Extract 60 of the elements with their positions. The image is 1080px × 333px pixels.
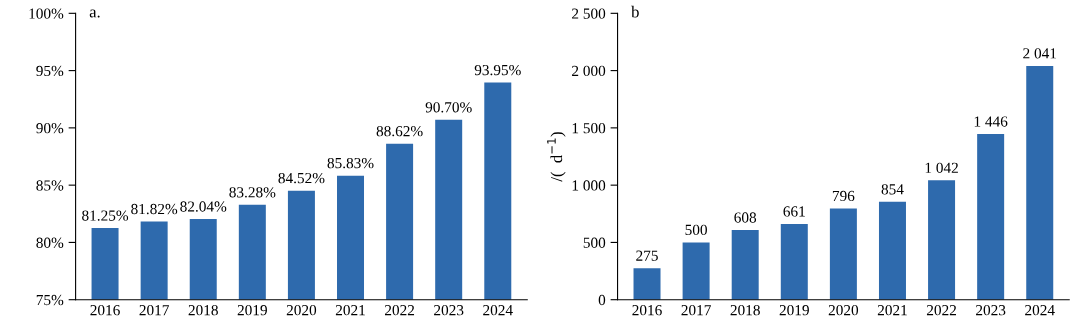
y-tick-label: 2 500 xyxy=(572,8,606,19)
y-tick-label: 0 xyxy=(598,294,606,306)
y-tick-label: 90% xyxy=(36,123,64,134)
x-tick-label: 2017 xyxy=(139,305,169,316)
data-label: 93.95% xyxy=(474,64,521,76)
x-tick-label: 2023 xyxy=(976,305,1006,316)
bar xyxy=(1026,65,1054,300)
data-label: 1 446 xyxy=(974,116,1008,127)
data-label: 500 xyxy=(685,224,707,236)
x-tick-label: 2020 xyxy=(286,305,317,316)
x-tick-label: 2021 xyxy=(877,305,907,316)
data-label: 90.70% xyxy=(425,102,472,113)
bar xyxy=(731,230,759,300)
x-tick-label: 2016 xyxy=(90,305,120,316)
y-tick-label: 1 000 xyxy=(572,180,606,191)
bar xyxy=(878,201,906,300)
y-tick-label: 75% xyxy=(36,294,64,306)
x-tick-label: 2018 xyxy=(188,305,218,316)
data-label: 2 041 xyxy=(1023,48,1057,59)
annotation: b xyxy=(631,5,639,18)
x-tick-label: 2024 xyxy=(483,305,513,316)
data-label: 608 xyxy=(734,212,757,223)
data-label: 84.52% xyxy=(278,172,325,184)
y-tick-label: 95% xyxy=(36,65,64,77)
data-label: 275 xyxy=(636,250,658,261)
y-tick-label: 80% xyxy=(36,237,64,248)
data-label: 83.28% xyxy=(229,187,276,198)
x-tick-label: 2022 xyxy=(926,305,956,316)
data-label: 81.25% xyxy=(82,210,129,221)
data-label: 854 xyxy=(881,184,904,195)
x-tick-label: 2021 xyxy=(335,305,365,316)
bar xyxy=(829,208,857,300)
data-label: 85.83% xyxy=(327,157,374,169)
x-tick-label: 2020 xyxy=(828,305,859,316)
bar xyxy=(633,268,661,300)
x-tick-label: 2024 xyxy=(1025,305,1055,316)
y-tick-label: 85% xyxy=(36,180,64,191)
bar xyxy=(977,134,1005,300)
annotation: a. xyxy=(89,9,100,18)
data-label: 82.04% xyxy=(180,201,227,212)
data-label: 81.82% xyxy=(131,203,178,215)
y-tick-label: 500 xyxy=(583,237,606,248)
bar xyxy=(928,180,956,300)
x-tick-label: 2023 xyxy=(434,305,464,316)
x-tick-label: 2019 xyxy=(237,305,267,316)
x-tick-label: 2018 xyxy=(730,305,760,316)
bar xyxy=(682,242,710,300)
y-tick-label: 1 500 xyxy=(572,123,606,134)
y-tick-label: 2 000 xyxy=(572,65,606,77)
x-tick-label: 2016 xyxy=(632,305,662,316)
x-tick-label: 2017 xyxy=(681,305,711,316)
data-label: 661 xyxy=(783,206,805,217)
x-tick-label: 2019 xyxy=(779,305,809,316)
bar xyxy=(780,223,808,300)
data-label: 88.62% xyxy=(376,125,423,137)
data-label: 796 xyxy=(832,190,855,202)
y-axis-title: /( d$^{−1}$) xyxy=(547,132,566,182)
y-tick-label: 100% xyxy=(29,8,64,19)
x-tick-label: 2022 xyxy=(384,305,415,316)
data-label: 1 042 xyxy=(925,162,958,173)
